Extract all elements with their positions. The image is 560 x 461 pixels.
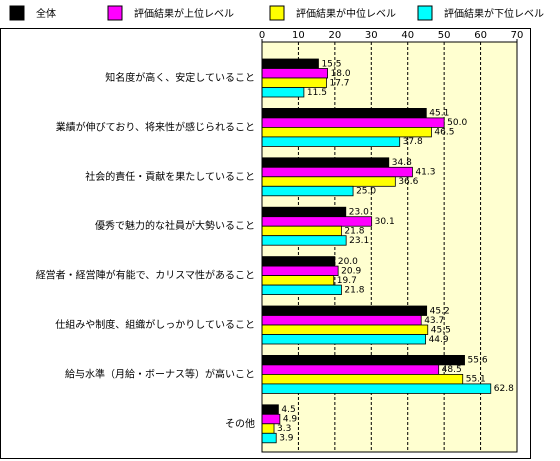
bar bbox=[261, 206, 347, 218]
bar bbox=[261, 265, 339, 277]
value-label: 3.9 bbox=[279, 434, 294, 444]
bar bbox=[261, 136, 401, 147]
value-label: 4.9 bbox=[283, 415, 298, 425]
y-tick-label: 経営者・経営陣が有能で、カリスマ性があること bbox=[36, 269, 255, 282]
y-tick-label: 業績が伸びており、将来性が感じられること bbox=[56, 120, 255, 133]
value-label: 11.5 bbox=[307, 88, 327, 98]
bar bbox=[261, 432, 277, 444]
value-label: 20.0 bbox=[338, 257, 358, 267]
bar bbox=[261, 364, 440, 375]
legend-label: 全体 bbox=[36, 7, 56, 20]
bar bbox=[261, 216, 373, 227]
x-tick-label: 0 bbox=[259, 30, 265, 41]
value-label: 30.1 bbox=[375, 217, 395, 227]
legend-swatch bbox=[269, 5, 285, 21]
bar bbox=[261, 166, 413, 178]
legend-swatch bbox=[417, 5, 433, 21]
legend-swatch bbox=[107, 5, 123, 21]
y-tick-label: 知名度が高く、安定していること bbox=[105, 71, 255, 84]
y-tick-label: 給与水準（月給・ボーナス等）が高いこと bbox=[65, 367, 255, 380]
value-label: 55.6 bbox=[468, 356, 488, 366]
value-label: 36.6 bbox=[398, 177, 418, 187]
value-label: 43.7 bbox=[424, 316, 444, 326]
x-tick-label: 50 bbox=[438, 30, 451, 41]
bar bbox=[261, 324, 429, 335]
bar bbox=[261, 404, 279, 415]
value-label: 17.7 bbox=[329, 78, 349, 88]
y-tick-label: 社会的責任・貢献を果たしていること bbox=[85, 170, 255, 183]
bar bbox=[261, 225, 342, 237]
value-label: 55.1 bbox=[466, 375, 486, 385]
x-tick-label: 70 bbox=[511, 30, 524, 41]
value-label: 45.2 bbox=[430, 306, 450, 316]
value-label: 37.8 bbox=[403, 137, 423, 147]
bar bbox=[261, 117, 445, 128]
y-tick-label: 優秀で魅力的な社員が大勢いること bbox=[95, 219, 255, 232]
value-label: 21.8 bbox=[344, 226, 364, 236]
value-label: 23.1 bbox=[349, 236, 369, 246]
bar bbox=[261, 413, 281, 425]
legend-swatch bbox=[9, 5, 25, 21]
value-label: 23.0 bbox=[349, 207, 369, 217]
value-label: 15.5 bbox=[321, 59, 341, 69]
bar bbox=[261, 373, 464, 385]
value-label: 62.8 bbox=[494, 384, 514, 394]
bar bbox=[261, 58, 319, 69]
bar bbox=[261, 235, 347, 246]
y-tick-label: 仕組みや制度、組織がしっかりしていること bbox=[55, 318, 255, 331]
bar bbox=[261, 383, 492, 394]
value-label: 50.0 bbox=[447, 118, 467, 128]
bar bbox=[261, 275, 335, 286]
bar bbox=[261, 423, 275, 434]
bar bbox=[261, 87, 305, 98]
value-label: 19.7 bbox=[337, 276, 357, 286]
bar bbox=[261, 127, 432, 138]
bar bbox=[261, 305, 428, 316]
x-tick-label: 20 bbox=[328, 30, 341, 41]
bar bbox=[261, 68, 328, 79]
value-label: 20.9 bbox=[341, 266, 361, 276]
x-tick-label: 40 bbox=[401, 30, 414, 41]
y-tick-label: その他 bbox=[225, 417, 255, 430]
chart-frame bbox=[0, 28, 531, 459]
value-label: 18.0 bbox=[331, 69, 351, 79]
bar bbox=[261, 315, 422, 326]
bar bbox=[261, 77, 327, 88]
legend-label: 評価結果が上位レベル bbox=[134, 7, 234, 20]
value-label: 45.5 bbox=[431, 325, 451, 335]
x-tick-label: 30 bbox=[365, 30, 378, 41]
x-tick-label: 60 bbox=[474, 30, 487, 41]
value-label: 34.8 bbox=[392, 158, 412, 168]
bar bbox=[261, 185, 354, 197]
value-label: 48.5 bbox=[442, 365, 462, 375]
value-label: 25.0 bbox=[356, 187, 376, 197]
bar bbox=[261, 354, 465, 366]
bar bbox=[261, 176, 396, 187]
value-label: 44.9 bbox=[429, 335, 449, 345]
value-label: 41.3 bbox=[415, 168, 435, 178]
value-label: 3.3 bbox=[277, 424, 291, 434]
bar bbox=[261, 334, 426, 345]
bar bbox=[261, 108, 427, 119]
bar bbox=[261, 284, 342, 296]
legend-label: 評価結果が下位レベル bbox=[444, 7, 544, 20]
value-label: 45.1 bbox=[429, 109, 449, 119]
value-label: 46.5 bbox=[434, 128, 454, 138]
bar bbox=[261, 157, 390, 168]
value-label: 21.8 bbox=[344, 285, 364, 295]
bar bbox=[261, 256, 336, 267]
x-tick-label: 10 bbox=[292, 30, 305, 41]
legend-label: 評価結果が中位レベル bbox=[296, 7, 396, 20]
value-label: 4.5 bbox=[281, 405, 295, 415]
